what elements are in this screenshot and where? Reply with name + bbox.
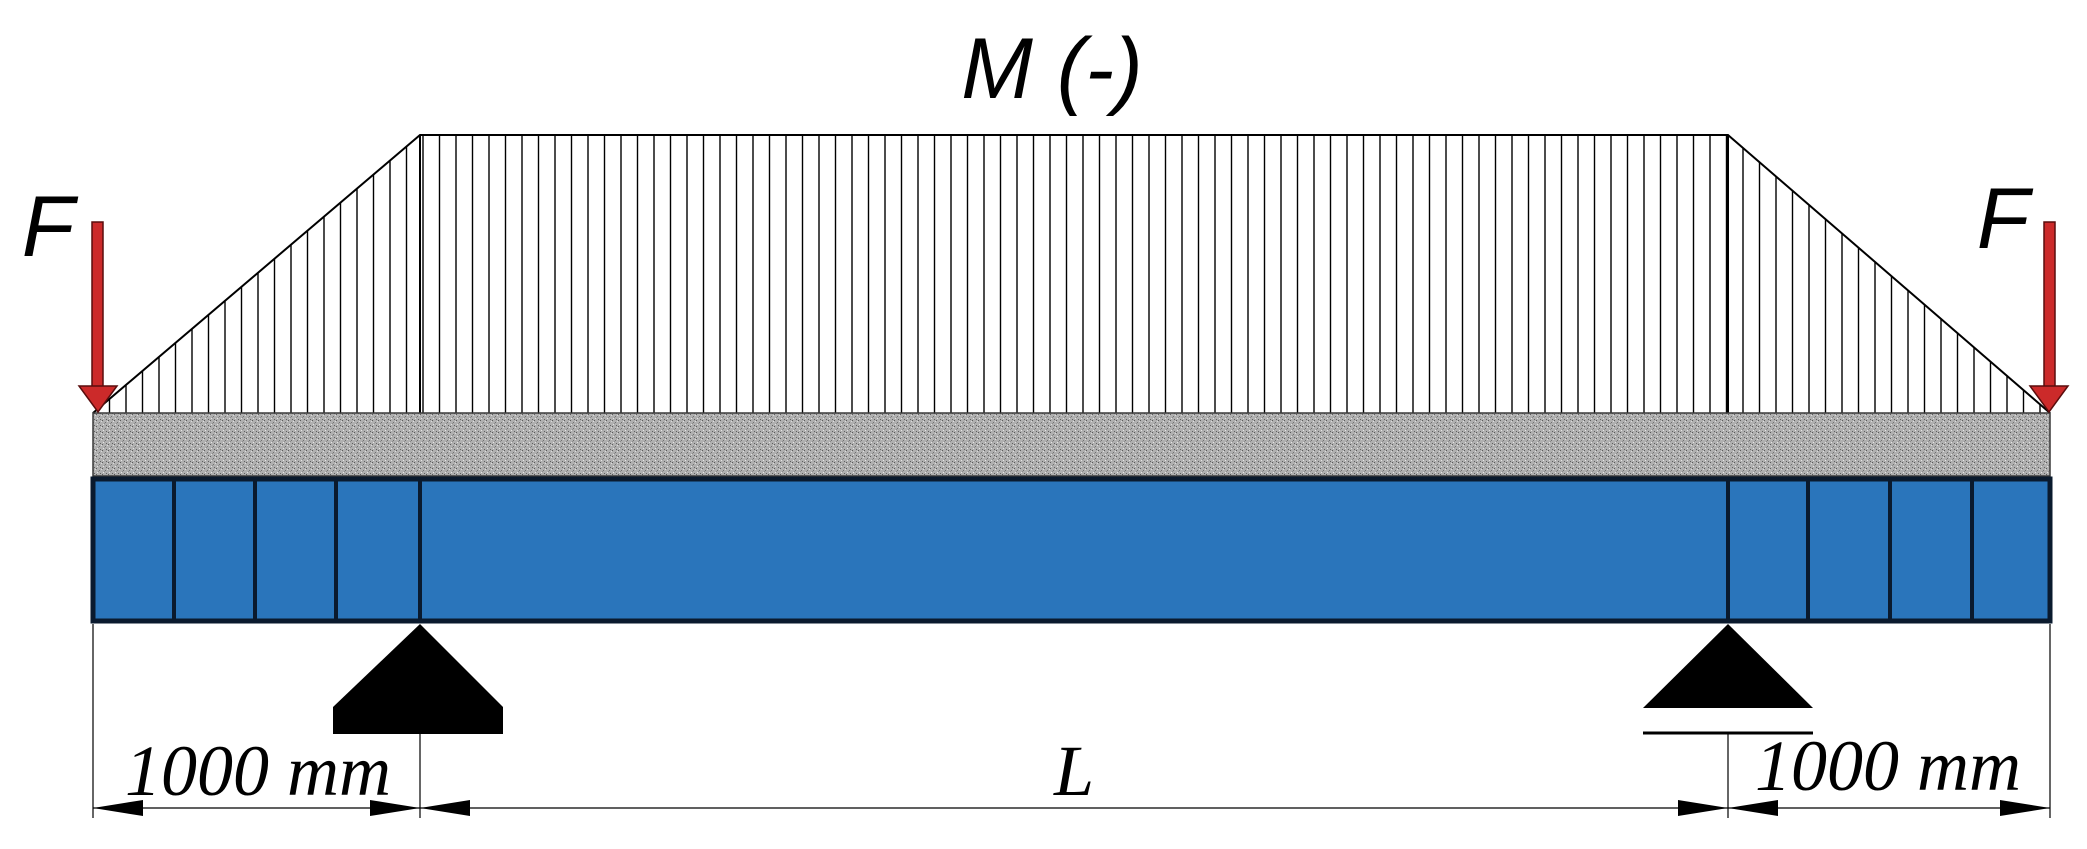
dimension-label-span: L [1053,731,1094,811]
dim-arrowhead [420,800,470,816]
pin-support-base [333,707,503,734]
pin-support-triangle [333,624,503,707]
moment-diagram [92,134,2051,414]
moment-label: M (-) [961,21,1142,117]
force-arrow-head [77,385,119,414]
right-support [1643,624,1813,735]
force-label-right: F [1977,171,2034,267]
roller-support-triangle [1643,624,1813,708]
dimension-label-left: 1000 mm [125,731,391,811]
force-arrow-shaft [2043,221,2056,389]
dim-arrowhead [1728,800,1778,816]
beam-stiffeners [172,479,1974,621]
dimension-label-right: 1000 mm [1755,726,2021,806]
force-arrow-right [2028,221,2070,414]
dim-arrowhead [370,800,420,816]
force-arrow-left [77,221,119,414]
force-arrow-head [2028,385,2070,414]
left-support [333,624,503,734]
force-label-left: F [22,179,79,275]
dim-arrowhead [93,800,143,816]
moment-hatching [108,135,2041,413]
force-arrow-shaft [91,221,104,389]
concrete-slab [92,412,2051,477]
dim-arrowhead [1678,800,1728,816]
dim-arrowhead [2000,800,2050,816]
moment-outline [92,134,2051,414]
dimension-arrowheads [93,800,2050,816]
steel-beam [90,476,2053,624]
